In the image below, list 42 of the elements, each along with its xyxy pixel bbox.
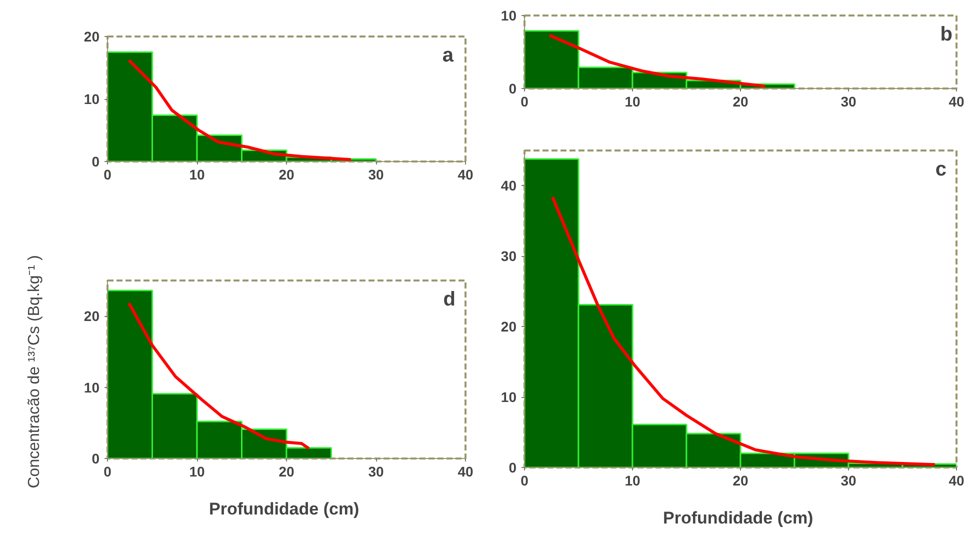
x-tick-label: 20 [278,464,294,480]
x-tick-label: 30 [368,464,384,480]
x-tick-label: 20 [732,472,748,488]
y-tick-label: 40 [500,178,517,194]
y-axis-title: Concentracão de ¹³⁷Cs (Bq.kg⁻¹ ) [26,255,43,488]
x-tick-label: 40 [948,94,964,110]
annotation: d [443,288,456,310]
y-tick-label: 10 [84,379,100,396]
x-tick-label: 20 [278,166,294,182]
y-tick-label: 20 [84,28,100,44]
x-tick-label: 30 [840,94,856,110]
x-tick-label: 10 [189,464,205,480]
x-tick-label: 10 [624,94,640,110]
x-tick-label: 10 [624,472,640,488]
x-tick-label: 0 [104,464,112,480]
y-tick-label: 10 [500,8,517,24]
x-tick-label: 0 [520,472,529,488]
y-tick-label: 0 [92,154,100,170]
y-tick-label: 10 [500,389,517,406]
x-tick-label: 30 [368,166,384,182]
line-series [548,34,767,88]
y-tick-label: 30 [500,248,517,264]
annotation: c [935,158,946,180]
annotation: a [442,44,454,66]
x-tick-label: 40 [948,472,964,488]
x-axis-title: Profundidade (cm) [209,500,360,518]
x-tick-label: 30 [840,472,856,488]
x-tick-label: 0 [520,94,529,110]
y-tick-label: 20 [84,308,100,324]
annotation: b [940,24,952,46]
line-series [551,195,936,466]
x-axis-title: Profundidade (cm) [663,508,814,528]
x-tick-label: 0 [104,166,112,182]
x-tick-label: 10 [189,166,205,182]
y-tick-label: 0 [508,80,517,96]
x-tick-label: 40 [458,166,474,182]
x-tick-label: 20 [732,94,748,110]
y-tick-label: 20 [500,318,517,335]
line-series [127,58,352,162]
x-tick-label: 40 [458,464,474,480]
line-series [127,302,310,450]
y-tick-label: 0 [92,450,100,466]
